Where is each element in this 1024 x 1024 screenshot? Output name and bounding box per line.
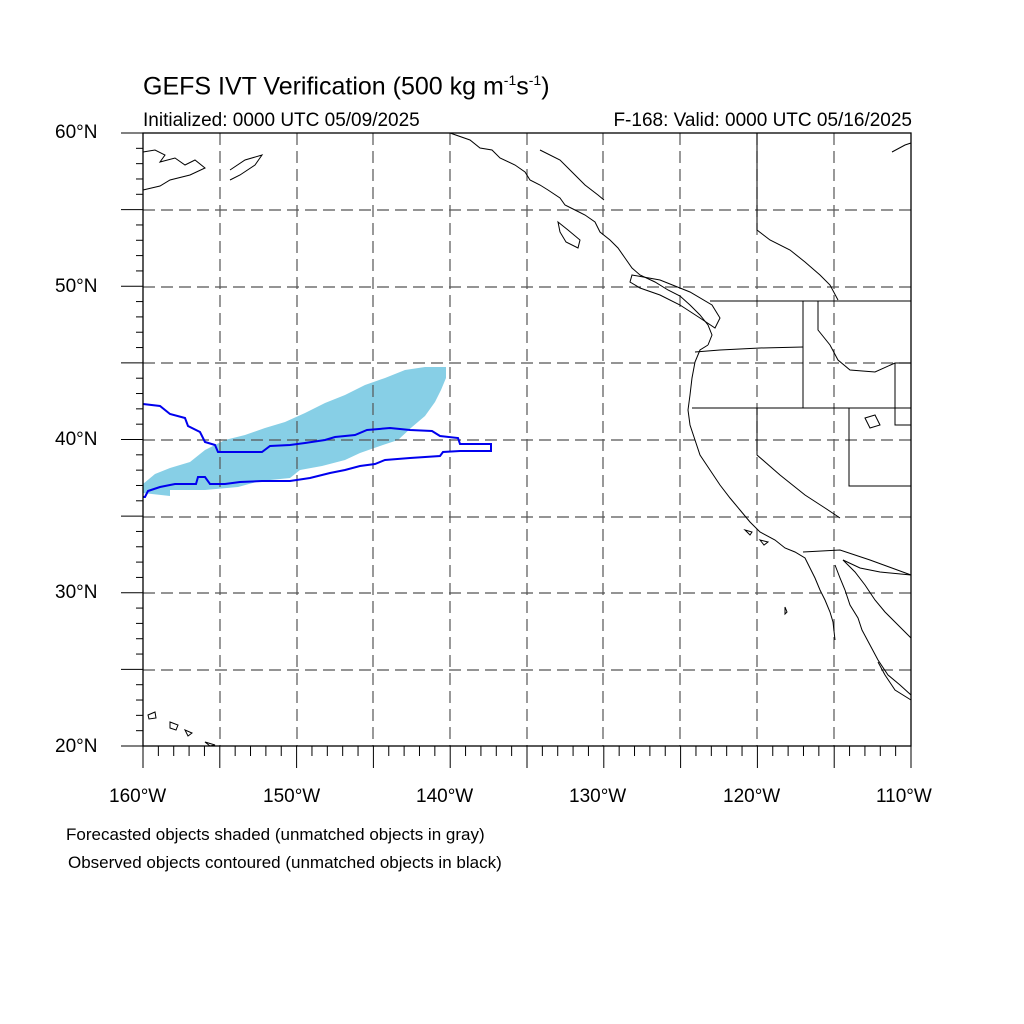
lon-label-110w: 110°W bbox=[876, 786, 932, 807]
axis-ticks bbox=[121, 132, 912, 768]
caption-observed: Observed objects contoured (unmatched ob… bbox=[68, 853, 502, 872]
coastlines bbox=[142, 132, 912, 747]
lon-label-140w: 140°W bbox=[416, 786, 474, 807]
lat-label-60: 60°N bbox=[55, 122, 98, 143]
map-title: GEFS IVT Verification (500 kg m-1s-1) bbox=[143, 72, 550, 101]
observed-object-contour bbox=[142, 403, 492, 498]
caption-forecast: Forecasted objects shaded (unmatched obj… bbox=[66, 825, 485, 844]
graticule bbox=[143, 133, 911, 746]
lon-label-150w: 150°W bbox=[263, 786, 321, 807]
lat-label-50: 50°N bbox=[55, 276, 98, 297]
lon-label-130w: 130°W bbox=[569, 786, 627, 807]
forecast-object bbox=[143, 367, 446, 496]
lat-label-30: 30°N bbox=[55, 582, 98, 603]
lon-label-120w: 120°W bbox=[723, 786, 781, 807]
lat-label-40: 40°N bbox=[55, 429, 98, 450]
initialized-label: Initialized: 0000 UTC 05/09/2025 bbox=[143, 110, 420, 131]
lat-label-20: 20°N bbox=[55, 736, 98, 757]
lon-label-160w: 160°W bbox=[109, 786, 167, 807]
valid-time-label: F-168: Valid: 0000 UTC 05/16/2025 bbox=[613, 110, 912, 131]
